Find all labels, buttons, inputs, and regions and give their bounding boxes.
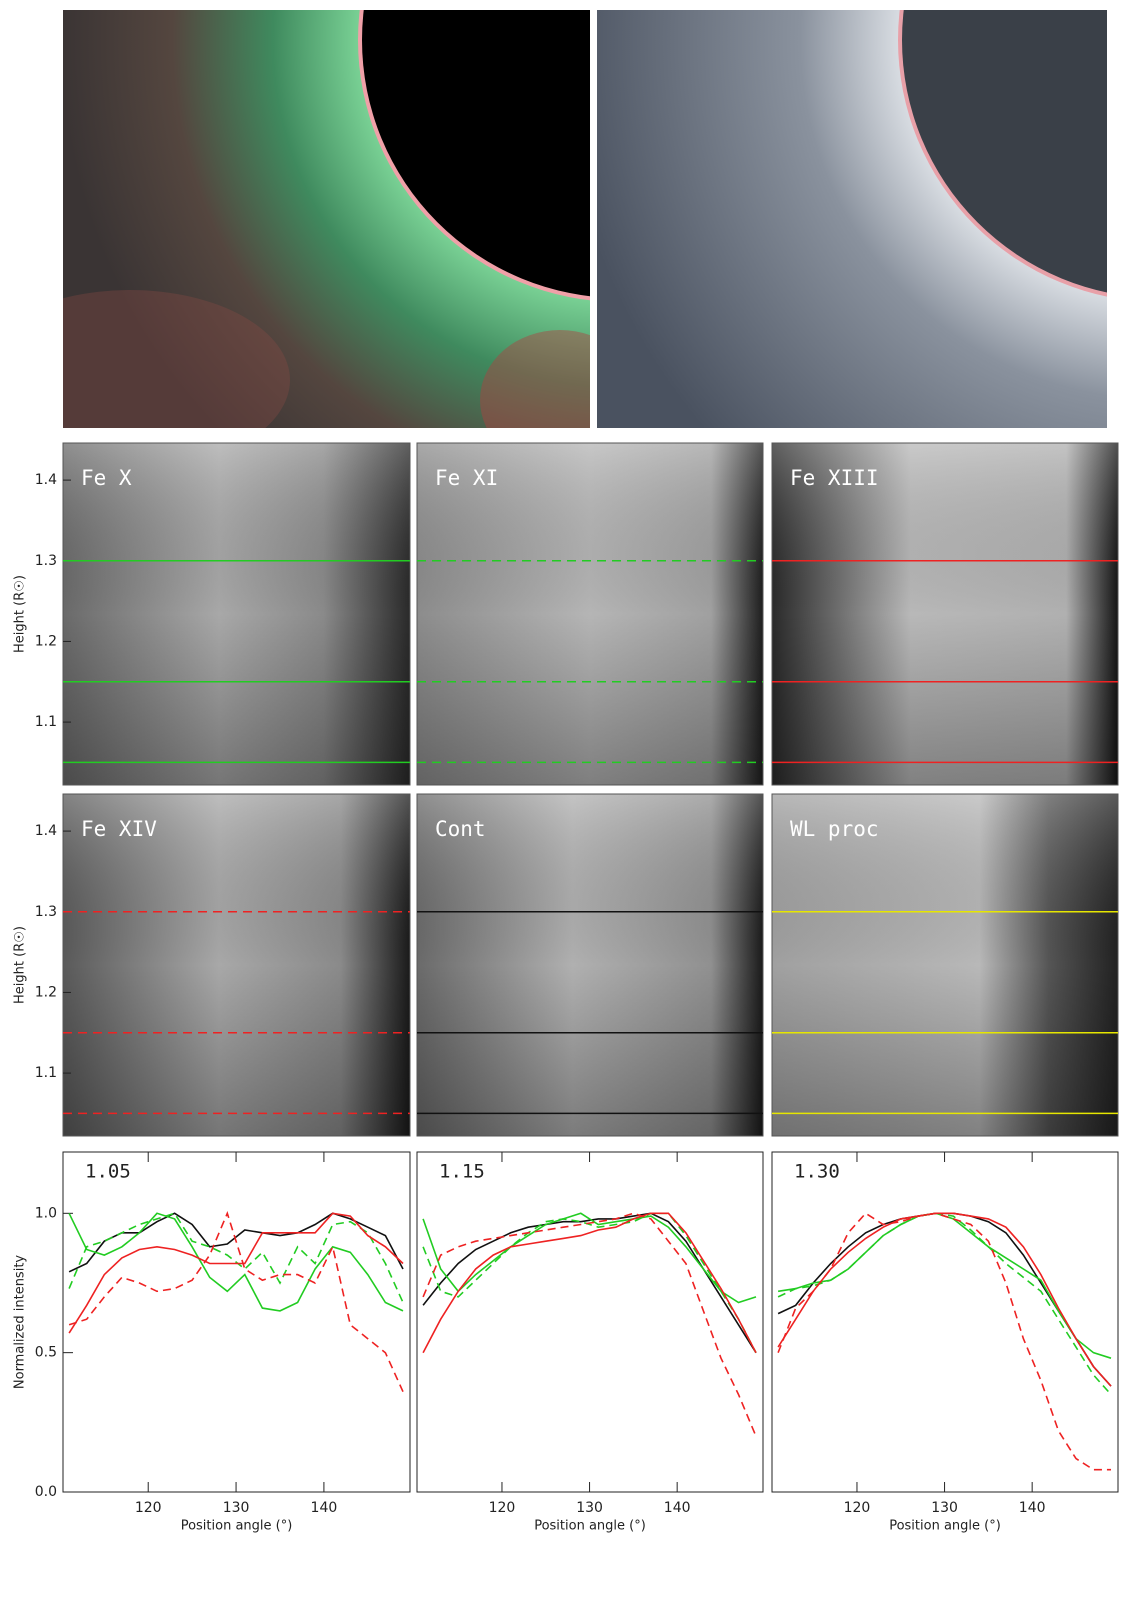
y-tick-label: 1.2 [35,633,57,649]
panel-label: 1.05 [85,1161,131,1183]
image-shade [772,794,1118,1136]
y-tick-label: 1.4 [35,823,57,839]
y-tick-label: 1.3 [35,904,57,920]
image-shade [417,794,763,1136]
x-tick-label: 130 [931,1500,958,1516]
x-tick-label: 120 [489,1500,516,1516]
panel-label: 1.30 [794,1161,840,1183]
x-tick-label: 130 [576,1500,603,1516]
y-tick-label: 0.0 [35,1484,57,1500]
y-tick-label: 1.1 [35,714,57,730]
x-tick-label: 120 [844,1500,871,1516]
image-shade [63,794,410,1136]
y-axis-label: Height (R☉) [13,926,28,1004]
x-tick-label: 140 [311,1500,338,1516]
figure: Fe X 1.1 1.2 1.3 1.4 Height (R☉) Fe XI Fe XIII F… [0,0,1147,1624]
image-shade [772,443,1118,785]
panel-label: Fe X [81,466,132,490]
y-axis-label: Height (R☉) [13,575,28,653]
image-shade [417,443,763,785]
x-tick-label: 120 [135,1500,162,1516]
y-tick-label: 0.5 [35,1345,57,1361]
y-tick-label: 1.4 [35,472,57,488]
plot-frame [63,1152,410,1492]
panel-label: Fe XI [435,466,498,490]
y-tick-label: 1.3 [35,553,57,569]
panel-label: WL proc [790,817,879,841]
y-tick-label: 1.2 [35,984,57,1000]
y-tick-label: 1.0 [35,1205,57,1221]
panel-label: 1.15 [439,1161,485,1183]
y-tick-label: 1.1 [35,1065,57,1081]
x-axis-label: Position angle (°) [181,1519,293,1534]
y-axis-label: Normalized intensity [13,1255,28,1390]
panel-label: Fe XIII [790,466,879,490]
image-shade [63,443,410,785]
x-tick-label: 140 [664,1500,691,1516]
x-axis-label: Position angle (°) [889,1519,1001,1534]
corona-white-light-image [597,0,1147,428]
panel-label: Fe XIV [81,817,157,841]
x-tick-label: 130 [223,1500,250,1516]
plot-frame [417,1152,763,1492]
x-axis-label: Position angle (°) [534,1519,646,1534]
panel-label: Cont [435,817,486,841]
x-tick-label: 140 [1019,1500,1046,1516]
